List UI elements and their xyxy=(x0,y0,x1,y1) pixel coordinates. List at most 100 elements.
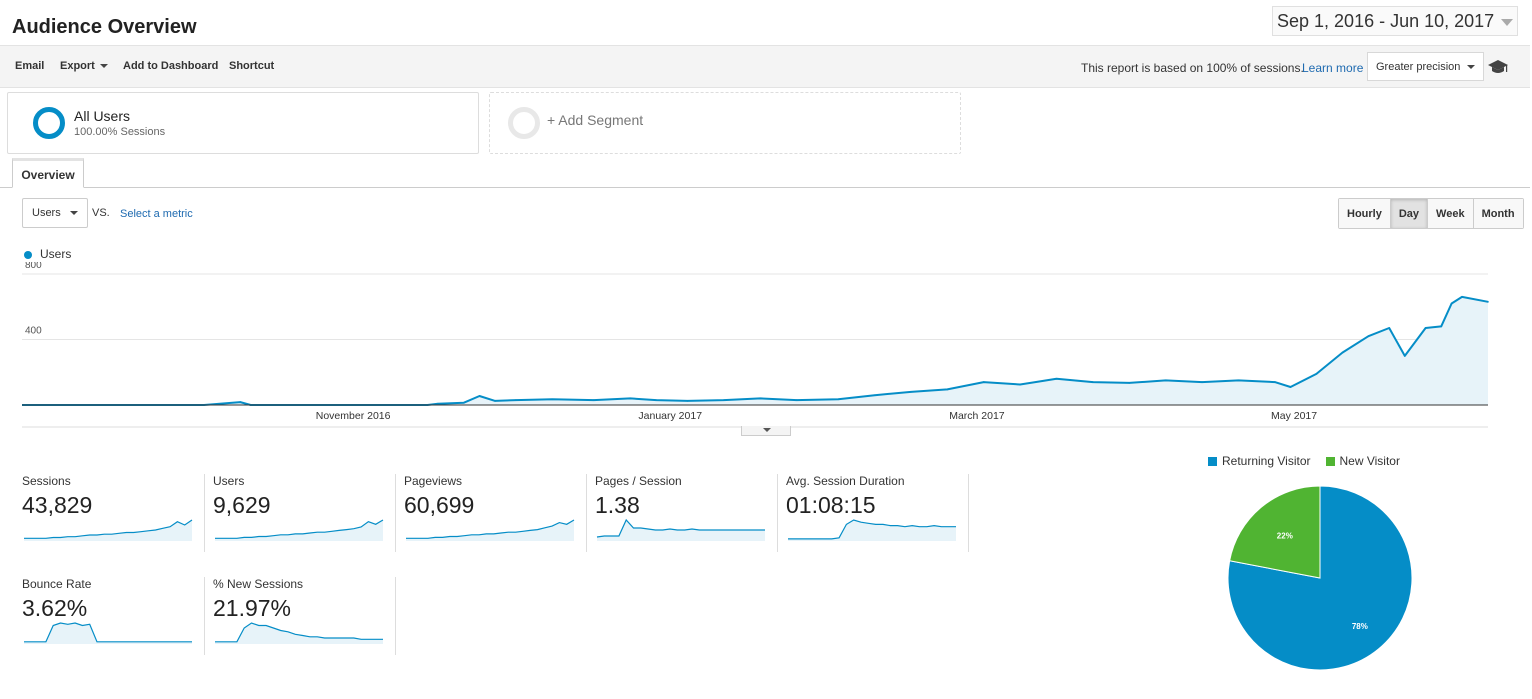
segment-ring-icon xyxy=(33,107,65,139)
metric-value: 1.38 xyxy=(595,492,640,518)
data-point xyxy=(239,401,242,403)
data-point xyxy=(723,399,725,401)
data-point xyxy=(494,400,496,402)
metric-label: Pageviews xyxy=(404,474,463,488)
data-point xyxy=(1055,378,1058,380)
caret-down-icon xyxy=(70,211,78,215)
data-point xyxy=(629,397,632,400)
y-tick-label: 800 xyxy=(25,262,42,271)
data-point xyxy=(837,398,839,401)
collapse-chart-button[interactable] xyxy=(741,426,791,436)
legend-label: Users xyxy=(40,247,72,261)
granularity-toggle: Hourly Day Week Month xyxy=(1338,198,1524,229)
metric-label: Bounce Rate xyxy=(22,577,92,591)
vs-label: VS. xyxy=(92,207,110,219)
graduation-cap-icon[interactable] xyxy=(1488,58,1508,76)
metric-label: Pages / Session xyxy=(595,474,682,488)
data-point xyxy=(982,381,985,383)
sparkline-fill xyxy=(24,623,192,644)
data-point xyxy=(1128,382,1131,384)
sparkline xyxy=(788,519,956,541)
metric-label: Sessions xyxy=(22,474,71,488)
month-button[interactable]: Month xyxy=(1473,199,1523,228)
visitor-pie-chart: 78% 22% xyxy=(1227,485,1413,671)
metric-value: 9,629 xyxy=(213,492,271,518)
sparkline-fill xyxy=(406,520,574,541)
data-point xyxy=(478,395,481,397)
caret-down-icon xyxy=(1467,65,1475,69)
day-button[interactable]: Day xyxy=(1390,199,1429,228)
y-tick-label: 400 xyxy=(25,326,42,337)
legend-square-icon xyxy=(1325,456,1335,466)
metric-value: 3.62% xyxy=(22,595,88,621)
data-point xyxy=(1404,355,1406,357)
metric-select-label: Users xyxy=(32,207,61,219)
date-range-picker[interactable]: Sep 1, 2016 - Jun 10, 2017 xyxy=(1272,6,1518,36)
metric-card[interactable]: Bounce Rate 3.62% xyxy=(22,577,205,655)
report-toolbar: Email Export Add to Dashboard Shortcut T… xyxy=(0,45,1530,88)
data-point xyxy=(1019,383,1021,386)
legend-returning-label: Returning Visitor xyxy=(1222,454,1311,468)
data-point xyxy=(1274,381,1276,383)
metric-label: % New Sessions xyxy=(213,577,304,591)
hourly-button[interactable]: Hourly xyxy=(1339,199,1391,228)
week-button[interactable]: Week xyxy=(1428,199,1474,228)
legend-dot-icon xyxy=(24,250,32,259)
metric-card[interactable]: % New Sessions 21.97% xyxy=(213,577,396,655)
select-metric-link[interactable]: Select a metric xyxy=(120,208,193,220)
metric-value: 01:08:15 xyxy=(786,492,876,518)
metric-select[interactable]: Users xyxy=(22,198,88,228)
data-point xyxy=(910,391,912,393)
segment-all-users[interactable]: All Users 100.00% Sessions xyxy=(7,92,479,154)
metric-card[interactable]: Users 9,629 xyxy=(213,474,396,552)
metric-card[interactable]: Avg. Session Duration 01:08:15 xyxy=(786,474,969,552)
caret-down-icon xyxy=(99,64,108,69)
data-point xyxy=(551,398,554,401)
metric-card[interactable]: Pageviews 60,699 xyxy=(404,474,587,552)
learn-more-link[interactable]: Learn more xyxy=(1302,61,1364,75)
data-point xyxy=(1440,325,1443,328)
sparkline xyxy=(24,622,192,644)
add-segment-label: + Add Segment xyxy=(547,112,644,128)
add-to-dashboard-button[interactable]: Add to Dashboard xyxy=(123,60,219,72)
users-area-fill xyxy=(22,296,1488,405)
metric-card[interactable]: Pages / Session 1.38 xyxy=(595,474,778,552)
legend-returning: Returning Visitor xyxy=(1208,454,1311,468)
pie-slice-label: 22% xyxy=(1277,531,1293,540)
precision-select[interactable]: Greater precision xyxy=(1367,52,1484,81)
data-point xyxy=(686,400,689,402)
export-label: Export xyxy=(60,60,95,72)
sparkline xyxy=(215,519,384,541)
chart-legend: Users xyxy=(24,247,71,261)
tab-overview[interactable]: Overview xyxy=(12,158,84,188)
export-button[interactable]: Export xyxy=(60,60,108,72)
metric-value: 60,699 xyxy=(404,492,475,518)
segment-sessions: 100.00% Sessions xyxy=(74,126,166,138)
page-title: Audience Overview xyxy=(12,16,197,38)
sparkline-fill xyxy=(24,520,192,541)
legend-new: New Visitor xyxy=(1325,454,1400,468)
sparkline-line xyxy=(24,622,192,643)
metric-value: 43,829 xyxy=(22,492,93,518)
pie-slice-label: 78% xyxy=(1352,622,1368,631)
segment-ring-icon xyxy=(508,107,540,139)
shortcut-button[interactable]: Shortcut xyxy=(229,60,275,72)
metric-card[interactable]: Sessions 43,829 xyxy=(22,474,205,552)
pie-slice[interactable] xyxy=(1227,485,1413,671)
data-point xyxy=(1164,379,1167,382)
pie-legend: Returning Visitor New Visitor xyxy=(1208,454,1400,468)
pie-slice[interactable] xyxy=(1229,485,1321,579)
caret-down-icon xyxy=(1501,19,1513,26)
x-tick-label: March 2017 xyxy=(949,410,1005,422)
x-tick-label: November 2016 xyxy=(316,410,391,422)
data-point xyxy=(1315,373,1318,375)
add-segment-button[interactable]: + Add Segment xyxy=(489,92,961,154)
email-button[interactable]: Email xyxy=(15,60,45,72)
sparkline xyxy=(406,519,575,541)
sparkline-line xyxy=(788,519,956,540)
data-point xyxy=(1092,381,1094,383)
sparkline-fill xyxy=(788,520,956,541)
sparkline-line xyxy=(596,518,765,538)
data-point xyxy=(1487,301,1489,303)
x-tick-label: May 2017 xyxy=(1271,410,1317,422)
